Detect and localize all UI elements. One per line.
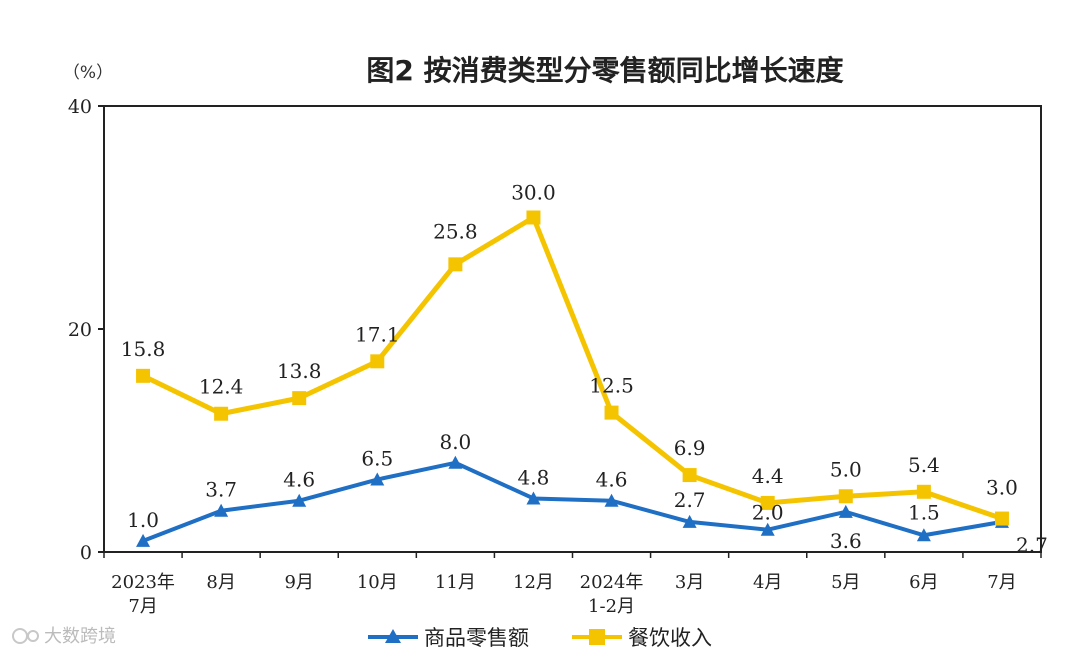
x-tick-label-line: 4月 (753, 572, 782, 593)
data-label-catering: 6.9 (674, 436, 706, 460)
watermark-logo-icon (12, 628, 28, 644)
data-label-retail: 2.7 (1016, 533, 1048, 557)
data-label-retail: 2.7 (674, 488, 706, 512)
watermark-logo-icon-dot (27, 630, 39, 642)
data-labels: 1.0 3.7 4.6 6.5 8.0 4.8 4.6 2.7 2.0 3.6 1.5 2.7 15.8… (121, 181, 1048, 557)
series-line-retail (142, 460, 1003, 543)
chart-title: 图2 按消费类型分零售额同比增长速度 (366, 54, 843, 87)
x-tick-label: 5月 (831, 572, 860, 593)
data-point-catering (994, 511, 1009, 526)
x-tick-label: 12月 (513, 572, 554, 593)
data-point-catering (526, 210, 541, 225)
y-tick-label: 40 (68, 96, 92, 118)
axes: 0 20 40 2023年 7月 8月 9月 10月 11月 12月 2024年 1-2月 3月 4月 5月… (68, 96, 1042, 617)
data-label-retail: 4.8 (518, 465, 550, 489)
x-tick-label: 8月 (206, 572, 235, 593)
data-label-catering: 12.4 (199, 375, 244, 399)
legend-triangle-marker (385, 629, 401, 643)
data-point-retail (604, 493, 619, 507)
data-point-catering (136, 368, 151, 383)
data-label-retail: 3.6 (830, 529, 862, 553)
x-tick-label-line: 2024年 (580, 572, 644, 593)
x-tick-label-line: 2023年 (111, 572, 175, 593)
y-tick-label: 20 (68, 319, 92, 341)
data-point-retail (526, 491, 541, 505)
x-tick-label: 2024年 1-2月 (580, 572, 644, 617)
data-point-catering (604, 405, 619, 420)
data-label-catering: 17.1 (355, 322, 400, 346)
x-tick-label-line: 12月 (513, 572, 554, 593)
data-label-retail: 3.7 (205, 478, 237, 502)
series-line-catering (141, 215, 1003, 521)
x-tick-label: 4月 (753, 572, 782, 593)
data-point-retail (916, 528, 931, 542)
data-label-catering: 3.0 (986, 476, 1018, 500)
data-label-retail: 2.0 (752, 501, 784, 525)
data-point-retail (292, 493, 307, 507)
data-label-retail: 1.0 (127, 508, 159, 532)
data-label-retail: 1.5 (908, 500, 940, 524)
data-point-catering (214, 406, 229, 421)
x-tick-label: 10月 (357, 572, 398, 593)
x-tick-label-line: 6月 (909, 572, 938, 593)
data-point-retail (370, 472, 385, 486)
data-point-catering (838, 489, 853, 504)
watermark: 大数跨境 (12, 626, 116, 647)
legend-square-marker (589, 629, 605, 645)
legend-label-catering: 餐饮收入 (628, 626, 712, 650)
x-tick-label-line: 9月 (284, 572, 313, 593)
data-point-retail (136, 533, 151, 547)
x-tick-label-line: 5月 (831, 572, 860, 593)
data-label-retail: 4.6 (283, 468, 315, 492)
series-layer (136, 210, 1009, 547)
data-point-catering (370, 354, 385, 369)
data-label-catering: 25.8 (433, 219, 478, 243)
data-label-catering: 5.0 (830, 457, 862, 481)
data-label-retail: 8.0 (439, 430, 471, 454)
x-tick-label-line: 3月 (675, 572, 704, 593)
data-label-catering: 4.4 (752, 464, 784, 488)
data-point-catering (292, 391, 307, 406)
data-label-retail: 4.6 (596, 468, 628, 492)
x-tick-label: 6月 (909, 572, 938, 593)
x-tick-label: 9月 (284, 572, 313, 593)
legend: 商品零售额 餐饮收入 (368, 626, 712, 650)
data-point-catering (760, 495, 775, 510)
x-tick-label-line: 7月 (128, 596, 157, 617)
data-label-catering: 30.0 (511, 181, 556, 205)
data-label-catering: 5.4 (908, 453, 940, 477)
data-label-catering: 12.5 (589, 374, 634, 398)
data-point-retail (760, 522, 775, 536)
x-tick-label: 3月 (675, 572, 704, 593)
data-label-catering: 13.8 (277, 359, 322, 383)
data-point-catering (682, 468, 697, 483)
data-point-catering (448, 257, 463, 272)
x-tick-label: 11月 (435, 572, 476, 593)
x-tick-label: 7月 (987, 572, 1016, 593)
x-tick-label-line: 10月 (357, 572, 398, 593)
data-point-retail (838, 504, 853, 518)
data-label-catering: 15.8 (121, 337, 166, 361)
data-label-retail: 6.5 (361, 447, 393, 471)
data-point-retail (682, 514, 697, 528)
x-tick-label-line: 8月 (206, 572, 235, 593)
x-tick-label-line: 11月 (435, 572, 476, 593)
watermark-text: 大数跨境 (44, 626, 116, 647)
x-tick-label: 2023年 7月 (111, 572, 175, 617)
data-point-retail (214, 503, 229, 517)
x-tick-label-line: 7月 (987, 572, 1016, 593)
data-point-retail (448, 455, 463, 469)
y-axis-unit-label: （%） (63, 63, 113, 83)
plot-frame (103, 105, 1042, 553)
x-tick-label-line: 1-2月 (588, 596, 635, 617)
data-point-catering (916, 484, 931, 499)
y-tick-label: 0 (80, 542, 92, 564)
legend-label-retail: 商品零售额 (424, 626, 529, 650)
